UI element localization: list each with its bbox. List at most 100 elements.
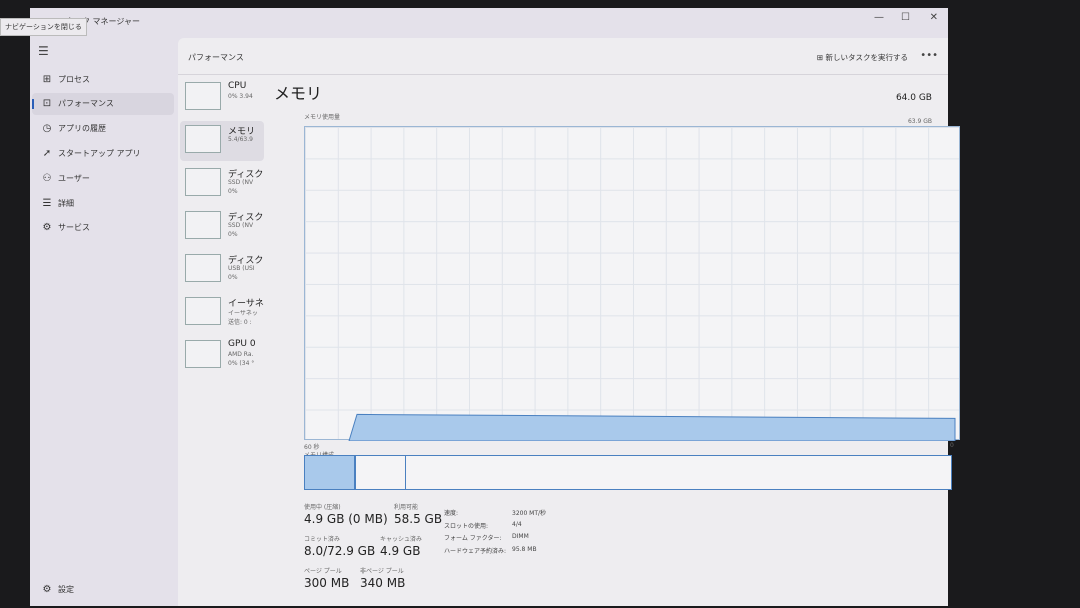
history-icon: ◷ [42,123,52,135]
sidebar-item-label: ユーザー [58,173,90,183]
startup-icon: ➚ [42,147,52,159]
device-item[interactable]: CPU 0% 3.94 [180,78,264,118]
gear-icon: ⚙ [42,583,52,595]
device-detail: イーサネッ [228,310,258,317]
device-name: メモリ [228,127,256,137]
sidebar-item-1[interactable]: ⊡ パフォーマンス [32,92,174,115]
tooltip: ナビゲーションを閉じる [0,18,87,36]
detail-value: 95.8 MB [512,545,537,553]
hamburger-menu-icon[interactable]: ☰ [38,44,49,58]
usage-label: メモリ使用量 [304,114,341,121]
device-thumbnail-graph [185,297,221,325]
memory-total: 64.0 GB [895,93,932,103]
minimize-button[interactable]: — [874,12,884,23]
detail-key: フォーム ファクター: [444,535,502,542]
device-detail: 0% 3.94 [228,93,253,100]
sidebar-item-label: 設定 [58,584,74,594]
grid-icon: ⊞ [42,73,52,85]
users-icon: ⚇ [42,172,52,184]
sidebar-item-2[interactable]: ◷ アプリの履歴 [32,118,174,140]
memory-usage-area [348,413,956,441]
device-name: イーサネ [228,299,264,309]
sidebar-item-label: パフォーマンス [58,99,114,109]
in-use-value: 4.9 GB (0 MB) [304,512,388,526]
paged-pool-label: ページ プール [304,568,342,575]
divider [178,74,948,75]
device-item[interactable]: ディスク USB (USI 0% [180,250,264,290]
sidebar-item-label: 詳細 [58,198,74,208]
max-label: 63.9 GB [907,118,932,125]
paged-pool-value: 300 MB [304,576,350,590]
device-name: GPU 0 [228,339,256,349]
new-task-button[interactable]: ⊞ 新しいタスクを実行する [817,52,908,63]
time-right-label: 0 [950,442,954,449]
device-name: CPU [228,81,247,91]
device-item[interactable]: GPU 0 AMD Ra. 0% (34 ° [180,336,264,376]
memory-usage-graph [304,126,960,441]
task-manager-window: タスク マネージャー ナビゲーションを閉じる — ☐ ✕ ☰ ⊞ プロセス ⊡ パフォ… [0,8,960,606]
device-name: ディスク [228,256,264,266]
device-name: ディスク [228,170,264,180]
cached-label: キャッシュ済み [380,536,423,543]
device-usage: 0% [228,231,238,238]
device-item[interactable]: イーサネ イーサネッ 送信: 0 : [180,293,264,333]
device-detail: USB (USI [228,265,255,272]
sidebar-item-label: アプリの履歴 [58,124,106,134]
device-usage: 0% [228,274,238,281]
device-usage: 0% [228,188,238,195]
services-icon: ⚙ [42,222,52,234]
memory-title: メモリ [274,84,323,103]
device-thumbnail-graph [185,82,221,110]
title-bar: タスク マネージャー [30,8,948,34]
device-usage: 0% (34 ° [228,360,255,367]
details-icon: ☰ [42,197,52,209]
in-use-segment [305,456,356,489]
sidebar-item-4[interactable]: ⚇ ユーザー [32,167,174,189]
device-detail: 5.4/63.9 [228,136,253,143]
device-detail: AMD Ra. [228,351,254,358]
close-button[interactable]: ✕ [929,12,938,23]
device-detail: SSD (NV [228,222,254,229]
sidebar-item-5[interactable]: ☰ 詳細 [32,192,174,214]
in-use-label: 使用中 (圧縮) [304,504,341,511]
device-name: ディスク [228,213,264,223]
device-item[interactable]: ディスク SSD (NV 0% [180,164,264,204]
sidebar-item-label: スタートアップ アプリ [58,148,141,158]
sidebar-item-3[interactable]: ➚ スタートアップ アプリ [32,142,174,164]
committed-value: 8.0/72.9 GB [304,544,376,558]
sidebar-item-label: サービス [58,223,90,233]
time-left-label: 60 秒 [304,444,320,451]
device-thumbnail-graph [185,125,221,153]
device-thumbnail-graph [185,340,221,368]
detail-key: ハードウェア予約済み: [444,547,507,555]
page-title: パフォーマンス [188,53,244,62]
main-panel: パフォーマンス ⊞ 新しいタスクを実行する ••• CPU 0% 3.94 メモリ 5… [178,38,960,606]
sidebar-item-0[interactable]: ⊞ プロセス [32,68,174,90]
detail-value: 3200 MT/秒 [512,510,547,517]
new-task-label: 新しいタスクを実行する [825,53,909,62]
committed-label: コミット済み [304,536,341,543]
device-thumbnail-graph [185,254,221,282]
available-value: 58.5 GB [394,512,443,526]
more-options-button[interactable]: ••• [920,50,938,61]
window-title: タスク マネージャー [66,16,140,26]
memory-composition-bar [304,455,952,490]
nonpaged-pool-label: 非ページ プール [360,568,404,575]
sidebar-item-6[interactable]: ⚙ サービス [32,217,174,239]
nonpaged-pool-value: 340 MB [360,576,406,590]
sidebar-item-label: プロセス [58,74,90,84]
device-thumbnail-graph [185,211,221,239]
detail-key: 速度: [444,510,459,517]
maximize-button[interactable]: ☐ [901,12,910,23]
standby-segment [360,456,406,489]
sidebar: ☰ ⊞ プロセス ⊡ パフォーマンス ◷ アプリの履歴 ➚ スタートアップ アプリ ⚇ ユーザー ☰… [30,38,178,598]
detail-value: 4/4 [512,520,522,528]
device-item[interactable]: ディスク SSD (NV 0% [180,207,264,247]
available-label: 利用可能 [394,504,419,511]
sidebar-item-settings[interactable]: ⚙ 設定 [32,578,174,600]
detail-value: DIMM [512,533,529,540]
performance-icon: ⊡ [42,98,52,110]
detail-key: スロットの使用: [444,522,489,530]
device-item[interactable]: メモリ 5.4/63.9 [180,121,264,161]
cached-value: 4.9 GB [380,544,421,558]
